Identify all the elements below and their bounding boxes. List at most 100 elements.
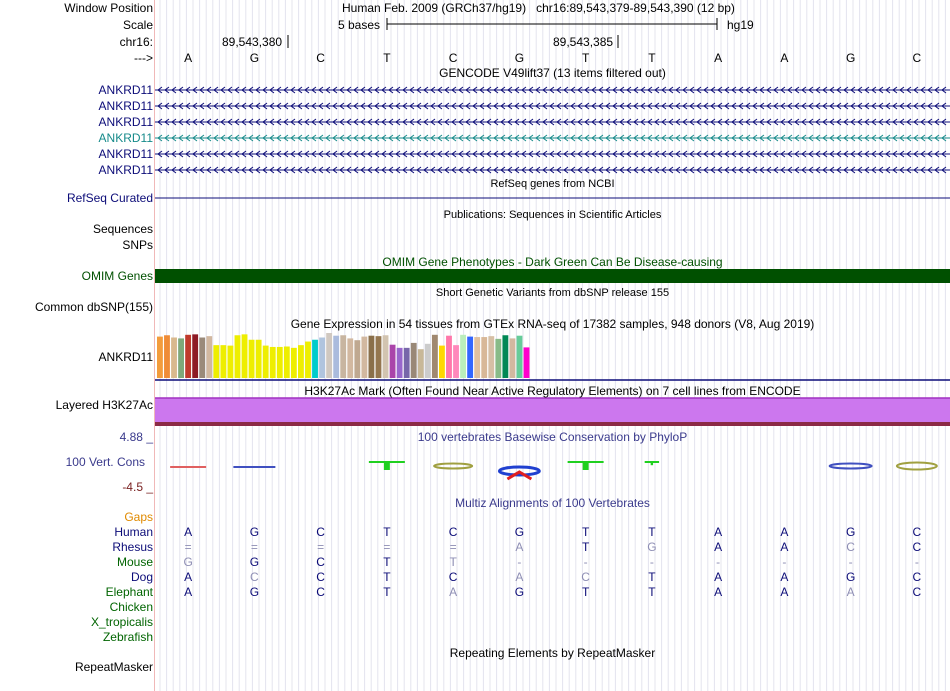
alignment-base: = (383, 540, 391, 554)
phylop-mark (233, 466, 276, 468)
gtex-track-title[interactable]: Gene Expression in 54 tissues from GTEx … (290, 317, 815, 331)
h3k27ac-track-label[interactable]: Layered H3K27Ac (55, 398, 153, 412)
gtex-bar (227, 345, 234, 378)
alignment-base: - (649, 555, 654, 569)
alignment-base: C (316, 525, 325, 539)
phylop-mark (650, 462, 654, 466)
publications-track-title[interactable]: Publications: Sequences in Scientific Ar… (443, 209, 662, 221)
alignment-base: = (449, 540, 457, 554)
gtex-bar (361, 336, 368, 378)
alignment-base: G (647, 540, 657, 554)
gtex-bar (396, 347, 403, 378)
gtex-bar (424, 343, 431, 378)
omim-track-title[interactable]: OMIM Gene Phenotypes - Dark Green Can Be… (382, 255, 723, 269)
window-position-label: Window Position (64, 1, 153, 15)
gencode-track-title[interactable]: GENCODE V49lift37 (13 items filtered out… (439, 66, 666, 80)
gtex-bar (206, 336, 213, 378)
gtex-bar (248, 339, 255, 378)
dbsnp-track-title[interactable]: Short Genetic Variants from dbSNP releas… (435, 287, 670, 299)
alignment-base: G (249, 555, 260, 569)
strand-arrows (157, 166, 947, 174)
gtex-bar (488, 336, 495, 378)
base-letter: T (648, 51, 656, 65)
alignment-base: G (249, 525, 260, 539)
repeatmasker-track-title[interactable]: Repeating Elements by RepeatMasker (449, 646, 656, 660)
gtex-bar (157, 336, 163, 378)
phylop-track-label[interactable]: 100 Vert. Cons (65, 455, 145, 469)
alignment-base: C (912, 525, 922, 539)
phylop-mark (433, 462, 474, 470)
h3k27ac-track-title[interactable]: H3K27Ac Mark (Often Found Near Active Re… (304, 384, 801, 398)
alignment-base: A (184, 570, 193, 584)
alignment-base: - (583, 555, 588, 569)
base-letter: C (448, 51, 458, 65)
alignment-base: G (183, 555, 193, 569)
species-label: Human (114, 525, 153, 539)
alignment-base: A (184, 525, 193, 539)
strand-arrows (157, 86, 947, 94)
phylop-track-title[interactable]: 100 vertebrates Basewise Conservation by… (417, 430, 688, 444)
species-label: X_tropicalis (90, 615, 153, 629)
gtex-bar (431, 334, 438, 378)
gencode-item-label: ANKRD11 (98, 83, 153, 97)
sequences-track-label[interactable]: Sequences (92, 222, 153, 236)
multiz-track-title[interactable]: Multiz Alignments of 100 Vertebrates (455, 496, 650, 510)
alignment-base: = (184, 540, 192, 554)
gtex-bar (410, 342, 417, 378)
gencode-item-label: ANKRD11 (98, 163, 153, 177)
gtex-bar (368, 335, 375, 378)
refseq-track-title[interactable]: RefSeq genes from NCBI (490, 178, 615, 190)
gtex-bar (178, 338, 184, 378)
gtex-bar (523, 347, 530, 378)
gtex-bar (453, 345, 459, 378)
base-letter: C (912, 51, 922, 65)
position-label: 89,543,385 (553, 35, 614, 49)
base-letter: A (714, 51, 723, 65)
species-label: Zebrafish (102, 630, 153, 644)
snps-track-label[interactable]: SNPs (122, 238, 153, 252)
alignment-base: C (250, 570, 259, 584)
alignment-base: T (383, 525, 391, 539)
alignment-base: A (780, 540, 789, 554)
gtex-bar (439, 345, 445, 378)
base-letter: T (581, 51, 590, 65)
alignment-base: T (648, 570, 656, 584)
repeatmasker-track-label[interactable]: RepeatMasker (74, 660, 153, 674)
alignment-base: T (383, 570, 391, 584)
alignment-base: C (448, 525, 458, 539)
alignment-base: C (448, 570, 458, 584)
gtex-track-label[interactable]: ANKRD11 (98, 350, 153, 364)
omim-track-label[interactable]: OMIM Genes (81, 269, 153, 283)
refseq-track-label[interactable]: RefSeq Curated (66, 191, 153, 205)
alignment-base: G (514, 585, 525, 599)
omim-bar (155, 269, 950, 283)
alignment-base: G (845, 570, 856, 584)
gtex-bar (312, 339, 318, 378)
gtex-bar (446, 335, 452, 378)
gaps-label: Gaps (124, 510, 153, 524)
alignment-base: T (581, 585, 590, 599)
gtex-bar (340, 335, 347, 378)
gtex-bar (241, 334, 248, 378)
phylop-mark (506, 470, 533, 481)
alignment-base: A (780, 570, 789, 584)
phylop-mark (828, 462, 873, 470)
gtex-bar (403, 347, 410, 378)
alignment-base: G (514, 525, 525, 539)
gtex-bar (171, 337, 177, 378)
alignment-base: A (449, 585, 458, 599)
base-letter: C (316, 51, 325, 65)
dbsnp-track-label[interactable]: Common dbSNP(155) (34, 300, 153, 314)
strand-arrows (157, 102, 947, 110)
phylop-mark (497, 465, 541, 477)
alignment-base: C (316, 555, 325, 569)
base-letter: A (184, 51, 193, 65)
gtex-bar (502, 335, 509, 378)
alignment-base: A (714, 570, 723, 584)
species-label: Rhesus (112, 540, 153, 554)
gtex-bar (326, 333, 333, 378)
gtex-bar (192, 334, 199, 378)
gtex-bar (298, 345, 304, 378)
gtex-bar (474, 337, 481, 378)
